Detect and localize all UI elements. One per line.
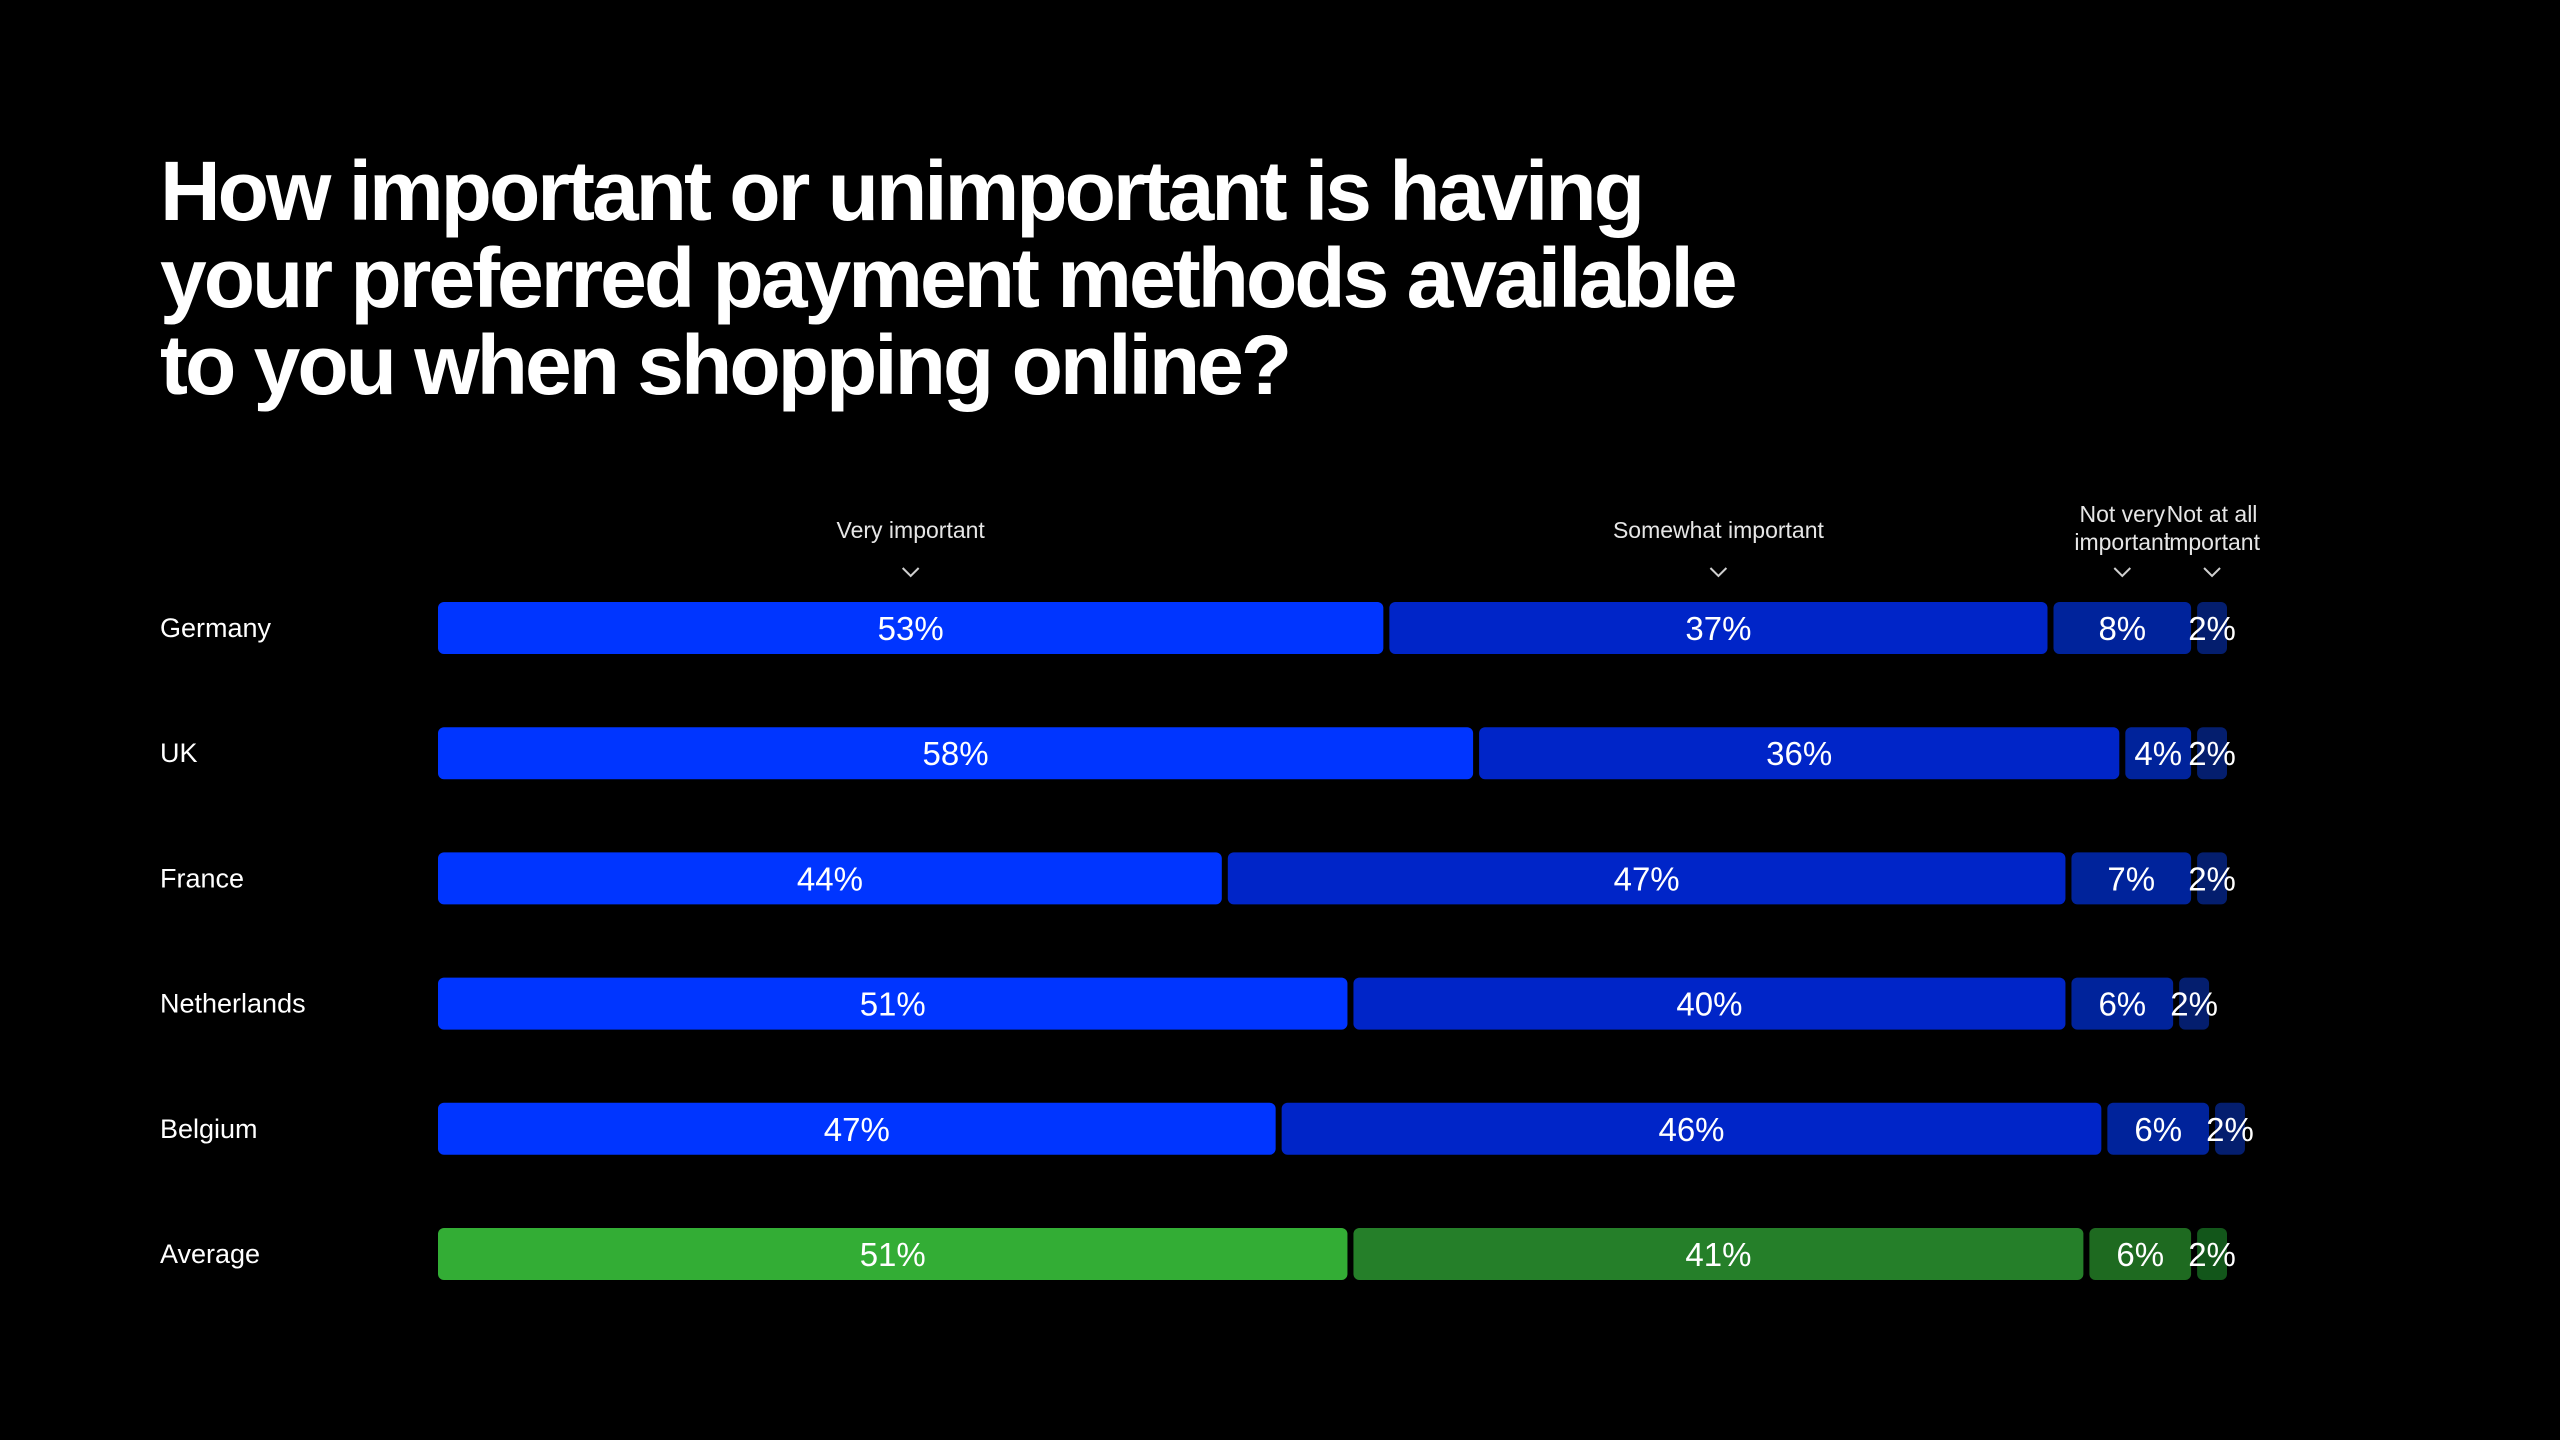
chevron-down-icon <box>1709 567 1728 578</box>
value-label-france-not-very-important: 7% <box>2107 860 2155 897</box>
bar-average-not-very-important <box>2089 1228 2192 1280</box>
value-label-belgium-not-at-all-important: 2% <box>2206 1111 2254 1148</box>
row-label-netherlands: Netherlands <box>160 989 306 1019</box>
value-label-france-not-at-all-important: 2% <box>2188 860 2236 897</box>
bar-germany-somewhat-important <box>1389 602 2048 654</box>
bar-belgium-not-at-all-important <box>2215 1102 2245 1155</box>
header-label-not-very-important-line-2: important <box>2074 529 2170 555</box>
value-label-netherlands-not-very-important: 6% <box>2098 986 2146 1023</box>
bar-uk-very-important <box>438 727 1474 780</box>
header-label-very-important: Very important <box>837 517 986 543</box>
bar-netherlands-very-important <box>438 977 1348 1030</box>
header-label-not-very-important-line-1: Not very <box>2079 501 2165 527</box>
value-label-belgium-not-very-important: 6% <box>2134 1111 2182 1148</box>
value-label-germany-not-at-all-important: 2% <box>2188 610 2236 647</box>
bar-belgium-not-very-important <box>2107 1102 2210 1155</box>
row-label-belgium: Belgium <box>160 1114 258 1144</box>
header-somewhat-important: Somewhat important <box>1613 517 1825 578</box>
bar-germany-not-very-important <box>2053 602 2192 654</box>
bar-uk-not-at-all-important <box>2197 727 2227 780</box>
bar-belgium-somewhat-important <box>1281 1102 2102 1155</box>
value-label-average-somewhat-important: 41% <box>1685 1236 1751 1273</box>
value-label-netherlands-not-at-all-important: 2% <box>2170 986 2218 1023</box>
value-label-belgium-very-important: 47% <box>824 1111 890 1148</box>
bar-france-very-important <box>438 852 1222 905</box>
row-average: Average 51% 41% 6% 2% <box>160 1228 2236 1280</box>
row-label-germany: Germany <box>160 613 272 643</box>
header-very-important: Very important <box>837 517 986 578</box>
value-label-uk-not-at-all-important: 2% <box>2188 735 2236 772</box>
header-label-not-at-all-important-line-2: important <box>2164 529 2260 555</box>
chart-title: How important or unimportant is having y… <box>160 144 1738 412</box>
value-label-netherlands-very-important: 51% <box>860 986 926 1023</box>
row-label-uk: UK <box>160 738 198 768</box>
bar-average-very-important <box>438 1228 1348 1280</box>
bar-netherlands-not-very-important <box>2071 977 2174 1030</box>
value-label-france-somewhat-important: 47% <box>1614 860 1680 897</box>
value-label-belgium-somewhat-important: 46% <box>1658 1111 1724 1148</box>
bar-france-not-at-all-important <box>2197 852 2227 905</box>
row-germany: Germany 53% 37% 8% 2% <box>160 602 2236 654</box>
header-label-somewhat-important: Somewhat important <box>1613 517 1825 543</box>
row-france: France 44% 47% 7% 2% <box>160 852 2236 905</box>
row-uk: UK 58% 36% 4% 2% <box>160 727 2236 780</box>
value-label-germany-very-important: 53% <box>878 610 944 647</box>
bar-netherlands-somewhat-important <box>1353 977 2066 1030</box>
bar-germany-not-at-all-important <box>2197 602 2227 654</box>
value-label-netherlands-somewhat-important: 40% <box>1676 986 1742 1023</box>
bar-netherlands-not-at-all-important <box>2179 977 2210 1030</box>
bar-uk-not-very-important <box>2125 727 2192 780</box>
value-label-france-very-important: 44% <box>797 860 863 897</box>
chevron-down-icon <box>2113 567 2132 578</box>
bar-germany-very-important <box>438 602 1384 654</box>
bar-belgium-very-important <box>438 1102 1276 1155</box>
chevron-down-icon <box>2203 567 2221 578</box>
value-label-uk-somewhat-important: 36% <box>1766 735 1832 772</box>
header-label-not-at-all-important-line-1: Not at all <box>2167 501 2258 527</box>
bar-france-not-very-important <box>2071 852 2192 905</box>
value-label-average-very-important: 51% <box>860 1236 926 1273</box>
bar-average-somewhat-important <box>1353 1228 2084 1280</box>
chevron-down-icon <box>901 567 920 578</box>
bar-average-not-at-all-important <box>2197 1228 2227 1280</box>
value-label-average-not-very-important: 6% <box>2116 1236 2164 1273</box>
value-label-uk-not-very-important: 4% <box>2134 735 2182 772</box>
value-label-average-not-at-all-important: 2% <box>2188 1236 2236 1273</box>
value-label-germany-somewhat-important: 37% <box>1685 610 1751 647</box>
value-label-germany-not-very-important: 8% <box>2098 610 2146 647</box>
value-label-uk-very-important: 58% <box>923 735 989 772</box>
bar-france-somewhat-important <box>1227 852 2066 905</box>
row-label-average: Average <box>160 1239 260 1269</box>
row-label-france: France <box>160 863 244 893</box>
row-belgium: Belgium 47% 46% 6% 2% <box>160 1102 2254 1155</box>
row-netherlands: Netherlands 51% 40% 6% 2% <box>160 977 2218 1030</box>
bar-uk-somewhat-important <box>1479 727 2120 780</box>
